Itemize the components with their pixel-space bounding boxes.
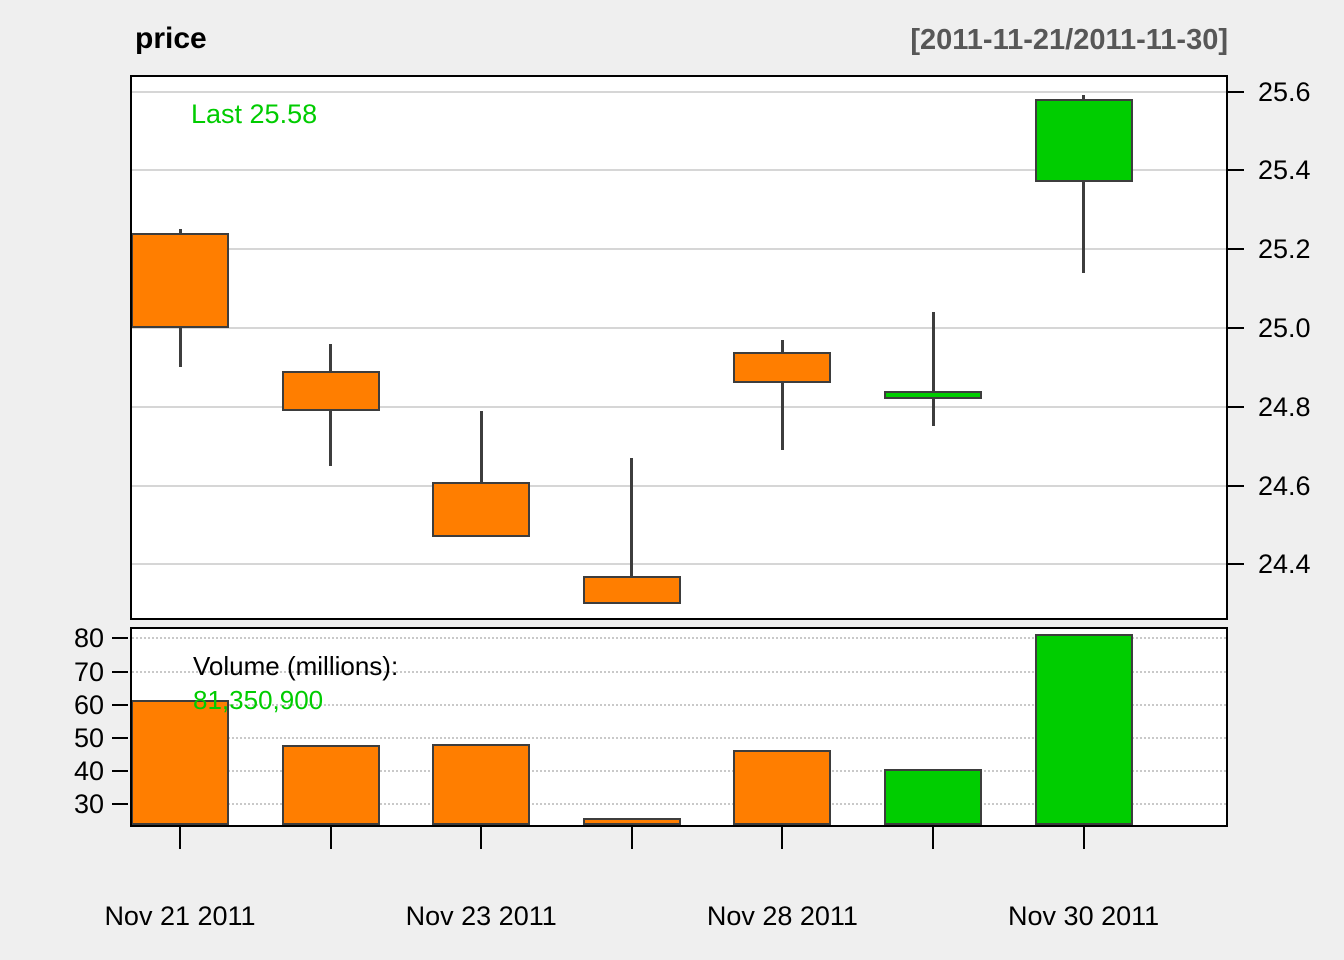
volume-gridline [132,770,1226,773]
price-gridline [132,563,1226,566]
volume-bar [733,749,832,825]
price-plot-area: Last 25.58 [132,77,1226,618]
volume-axis-tick-label: 60 [73,689,104,720]
candle-wick [931,312,935,427]
candle-wick [479,410,483,537]
x-axis-tick [781,827,784,849]
price-gridline [132,90,1226,93]
volume-plot-area: Volume (millions): 81,350,900 [132,629,1226,825]
price-panel: Last 25.58 [130,75,1228,620]
price-gridline [132,248,1226,251]
price-gridline [132,326,1226,329]
price-axis-tick-label: 24.6 [1258,470,1311,501]
candle-wick [1082,95,1086,273]
volume-axis-tick [112,736,128,739]
price-axis-tick [1228,248,1244,251]
candle-wick [780,339,784,451]
volume-gridline [132,637,1226,640]
volume-bar [432,743,531,825]
x-axis-tick [932,827,934,849]
volume-title-label: Volume (millions): [193,651,399,681]
x-axis-tick [179,827,181,849]
price-axis-tick-label: 25.4 [1258,155,1311,186]
candle-body [432,481,531,537]
price-axis-tick [1228,90,1244,93]
x-axis-date-label: Nov 30 2011 [1008,901,1160,931]
volume-value-label: 81,350,900 [193,685,324,715]
volume-panel: Volume (millions): 81,350,900 [130,627,1228,827]
x-axis-date-label: Nov 23 2011 [405,901,557,931]
last-price-label: Last 25.58 [191,99,318,129]
candle-body [582,576,681,604]
volume-axis-tick [112,770,128,773]
price-gridline [132,169,1226,172]
volume-gridline [132,703,1226,706]
price-axis-tick-label: 25.0 [1258,312,1311,343]
price-gridline [132,484,1226,487]
candle-body [281,371,380,411]
price-axis-tick-label: 25.6 [1258,76,1311,107]
volume-gridline [132,803,1226,806]
date-range-label: [2011-11-21/2011-11-30] [910,24,1228,56]
candle-body [132,233,229,328]
volume-axis-tick-label: 40 [73,756,104,787]
price-axis-tick-label: 25.2 [1258,234,1311,265]
price-axis-tick-label: 24.4 [1258,549,1311,580]
volume-axis-tick-label: 80 [73,623,104,654]
volume-bar [1034,633,1133,825]
price-axis-tick [1228,563,1244,566]
candle-wick [630,457,634,604]
volume-axis-tick-label: 50 [73,722,104,753]
price-axis-tick [1228,169,1244,172]
candle-body [733,351,832,384]
price-axis-tick [1228,326,1244,329]
price-axis-tick-label: 24.8 [1258,391,1311,422]
price-axis-tick [1228,484,1244,487]
volume-axis-tick [112,637,128,640]
x-axis-date-label: Nov 21 2011 [104,901,256,931]
candle-body [884,390,982,399]
volume-bar [132,700,229,825]
volume-gridline [132,670,1226,673]
volume-axis-tick-label: 30 [73,789,104,820]
x-axis-tick [1082,827,1085,849]
volume-bar [281,744,380,825]
x-axis-tick [329,827,332,849]
volume-axis-tick [112,703,128,706]
volume-axis-tick-label: 70 [73,656,104,687]
chart-title: price [135,22,207,55]
volume-gridline [132,736,1226,739]
x-axis-tick [480,827,483,849]
price-gridline [132,405,1226,408]
volume-bar [884,768,982,825]
x-axis-tick [630,827,633,849]
volume-axis-tick [112,670,128,673]
candle-body [1034,99,1133,183]
price-axis-tick [1228,405,1244,408]
volume-bar [582,817,681,825]
x-axis-date-label: Nov 28 2011 [706,901,858,931]
volume-axis-tick [112,803,128,806]
